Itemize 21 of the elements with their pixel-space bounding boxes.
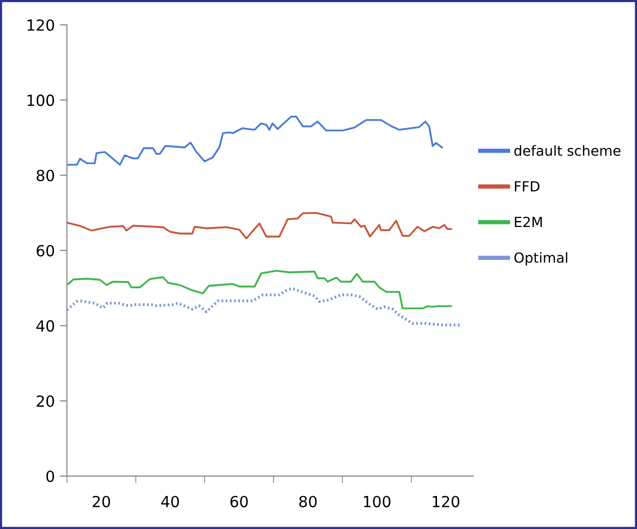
y-tick-label: 120 [28, 19, 54, 31]
y-tick-label: 40 [36, 320, 54, 332]
legend-label: default scheme [514, 145, 620, 156]
line-series [67, 270, 452, 310]
x-tick-label: 20 [92, 496, 110, 508]
x-tick-label: 40 [161, 496, 179, 508]
legend-label: E2M [514, 216, 542, 228]
x-tick-label: 100 [364, 496, 390, 508]
y-tick-label: 100 [28, 94, 54, 106]
y-tick-label: 80 [36, 170, 54, 182]
y-tick-label: 60 [36, 244, 54, 257]
legend-label: Optimal [514, 252, 568, 266]
x-tick-label: 80 [299, 496, 317, 508]
line-series [66, 287, 462, 326]
x-tick-label: 120 [432, 496, 460, 508]
y-tick-label: 20 [36, 395, 54, 407]
line-series [66, 116, 443, 166]
y-tick-label: 0 [46, 470, 54, 482]
legend-label: FFD [514, 181, 540, 192]
line-series [66, 212, 452, 240]
x-tick-label: 60 [230, 496, 248, 508]
